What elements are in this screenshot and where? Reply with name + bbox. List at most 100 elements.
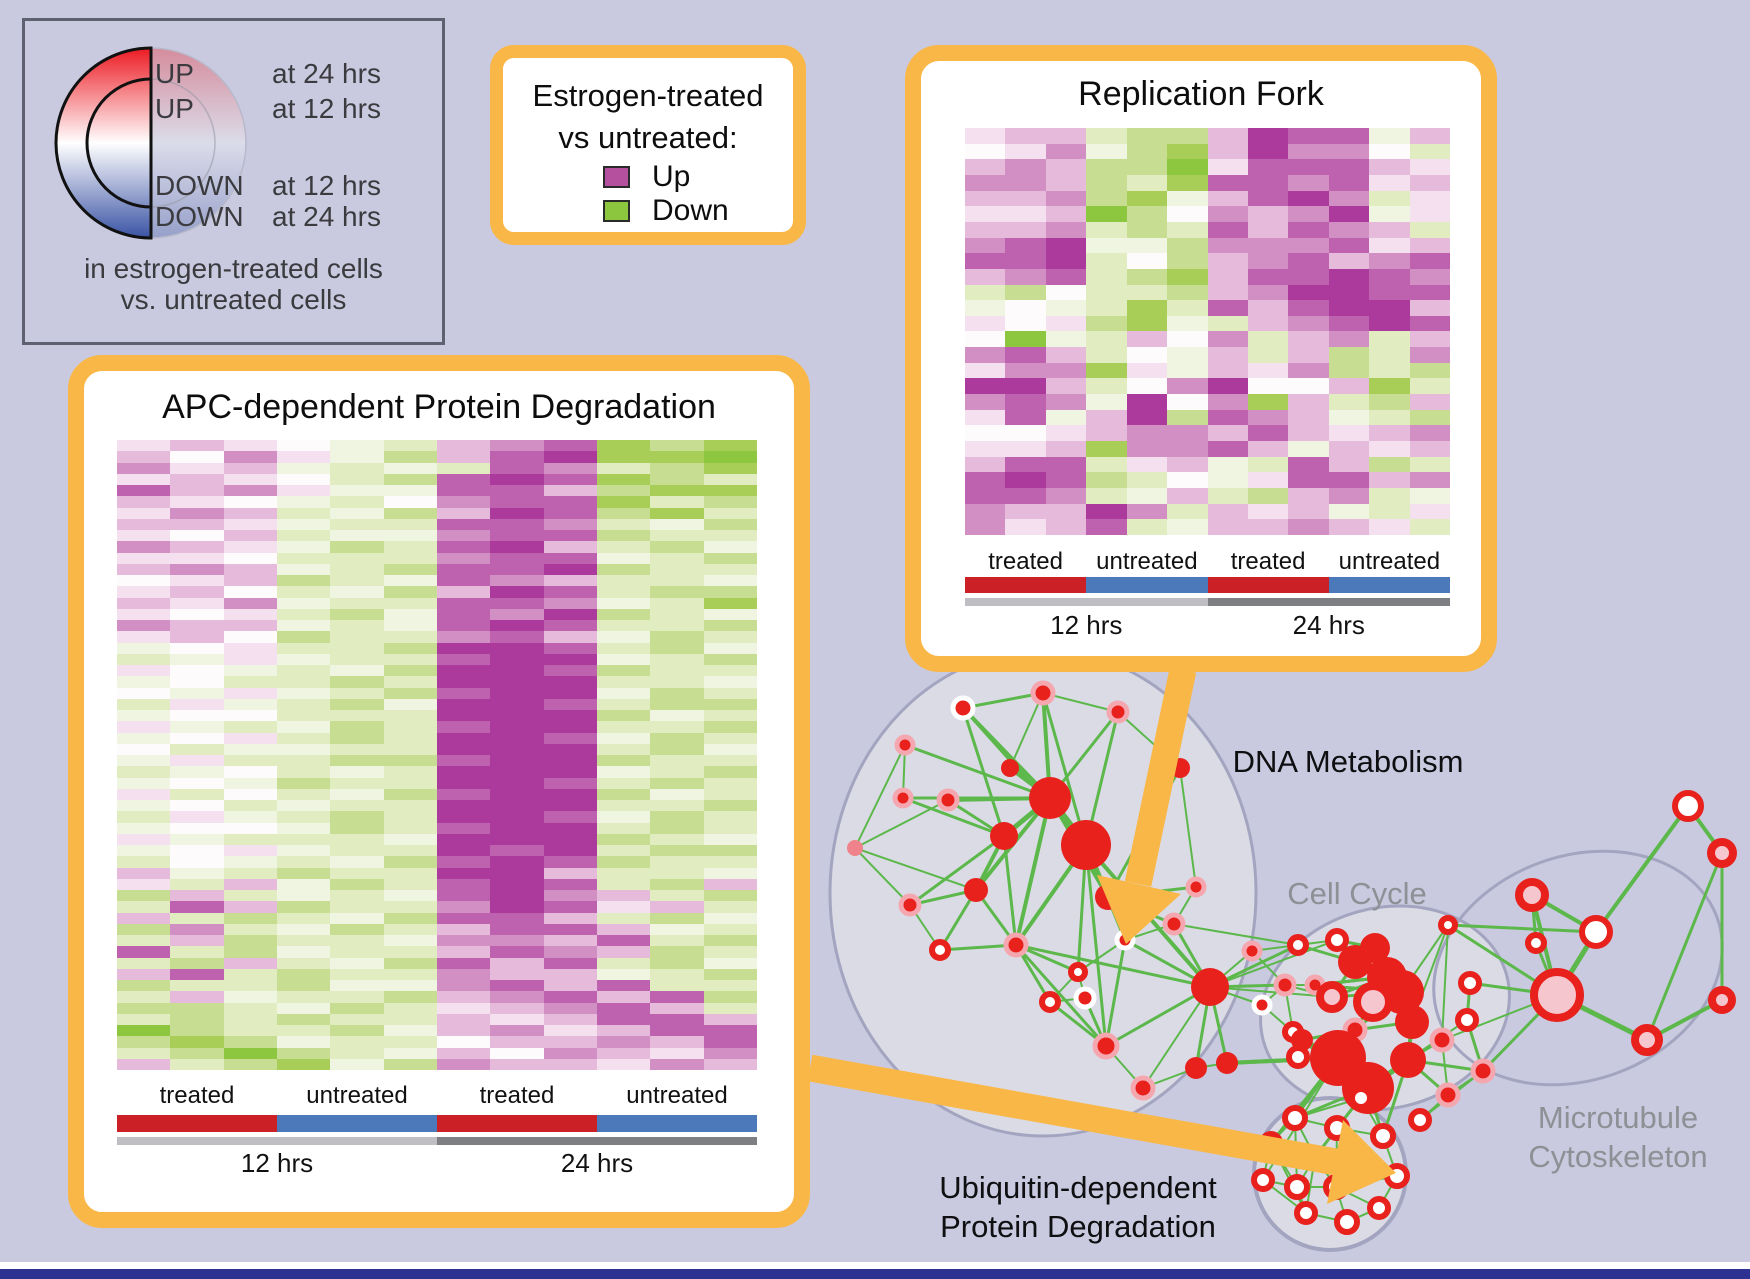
network-node bbox=[1216, 1052, 1238, 1074]
network-edge bbox=[1042, 692, 1119, 713]
heatmap-cell bbox=[1167, 253, 1208, 269]
heatmap-cell bbox=[543, 496, 597, 508]
heatmap-cell bbox=[1167, 456, 1208, 473]
heatmap-cell bbox=[1328, 425, 1370, 442]
heatmap-cell bbox=[703, 608, 757, 620]
heatmap-cell bbox=[383, 462, 437, 474]
heatmap-cell bbox=[1167, 331, 1208, 348]
heatmap-cell bbox=[1207, 488, 1248, 504]
heatmap-cell bbox=[1409, 519, 1450, 535]
heatmap-cell bbox=[1126, 143, 1168, 160]
heatmap-cell bbox=[543, 518, 597, 530]
heatmap-cell bbox=[276, 631, 331, 643]
ring-left-inner bbox=[85, 77, 152, 209]
heatmap-cell bbox=[330, 552, 384, 564]
heatmap-cell bbox=[1167, 143, 1208, 160]
heatmap-cell bbox=[1409, 268, 1450, 285]
heatmap-cell bbox=[596, 811, 651, 823]
heatmap-cell bbox=[330, 935, 384, 947]
heatmap-cell bbox=[383, 586, 437, 598]
heatmap-cell bbox=[223, 563, 277, 575]
heatmap-cell bbox=[170, 901, 224, 913]
heatmap-cell bbox=[383, 642, 437, 654]
network-node bbox=[1282, 1105, 1308, 1131]
group-label: treated bbox=[1230, 548, 1306, 575]
heatmap-cell bbox=[117, 946, 171, 958]
heatmap-cell bbox=[330, 1047, 384, 1059]
heatmap-cell bbox=[117, 597, 171, 609]
heatmap-cell bbox=[1207, 394, 1248, 410]
heatmap-cell bbox=[436, 575, 491, 587]
heatmap-cell bbox=[1409, 472, 1450, 489]
heatmap-cell bbox=[170, 1036, 224, 1048]
heatmap-cell bbox=[1369, 362, 1410, 379]
heatmap-cell bbox=[383, 923, 437, 935]
heatmap-cell bbox=[1328, 174, 1370, 191]
heatmap-cell bbox=[330, 518, 384, 530]
heatmap-cell bbox=[543, 1025, 597, 1037]
heatmap-cell bbox=[223, 732, 277, 744]
heatmap-cell bbox=[1288, 519, 1329, 535]
heatmap-cell bbox=[1369, 128, 1410, 144]
heatmap-cell bbox=[1005, 315, 1046, 332]
heatmap-cell bbox=[223, 946, 277, 958]
heatmap-cell bbox=[1045, 331, 1087, 348]
heatmap-cell bbox=[703, 710, 757, 722]
heatmap-cell bbox=[276, 575, 331, 587]
heatmap-cell bbox=[1288, 253, 1329, 269]
group-color-bar bbox=[117, 1115, 277, 1132]
heatmap-cell bbox=[1328, 488, 1370, 504]
heatmap-cell bbox=[490, 755, 544, 767]
heatmap-cell bbox=[965, 488, 1006, 504]
heatmap-cell bbox=[703, 575, 757, 587]
heatmap-cell bbox=[276, 710, 331, 722]
heatmap-cell bbox=[117, 777, 171, 789]
heatmap-cell bbox=[383, 912, 437, 924]
heatmap-cell bbox=[703, 878, 757, 890]
heatmap-cell bbox=[117, 586, 171, 598]
heatmap-cell bbox=[703, 586, 757, 598]
heatmap-cell bbox=[330, 867, 384, 879]
heatmap-cell bbox=[490, 473, 544, 485]
heatmap-cell bbox=[1369, 315, 1410, 332]
heatmap-cell bbox=[276, 1013, 331, 1025]
heatmap-cell bbox=[596, 608, 651, 620]
heatmap-cell bbox=[117, 833, 171, 845]
heatmap-cell bbox=[650, 1025, 704, 1037]
heatmap-cell bbox=[1247, 347, 1289, 363]
heatmap-cell bbox=[543, 451, 597, 463]
apc-time-bars bbox=[117, 1137, 757, 1145]
heatmap-cell bbox=[1045, 190, 1087, 207]
heatmap-cell bbox=[1288, 237, 1329, 254]
heatmap-cell bbox=[383, 957, 437, 969]
heatmap-cell bbox=[543, 935, 597, 947]
heatmap-cell bbox=[276, 755, 331, 767]
heatmap-cell bbox=[276, 676, 331, 688]
heatmap-cell bbox=[223, 957, 277, 969]
heatmap-cell bbox=[1086, 519, 1127, 535]
network-edge bbox=[1014, 944, 1108, 1047]
heatmap-cell bbox=[703, 698, 757, 710]
heatmap-cell bbox=[170, 957, 224, 969]
heatmap-cell bbox=[703, 631, 757, 643]
heatmap-cell bbox=[436, 676, 491, 688]
heatmap-cell bbox=[1086, 503, 1127, 520]
heatmap-cell bbox=[1288, 394, 1329, 410]
heatmap-cell bbox=[383, 721, 437, 733]
heatmap-cell bbox=[1369, 206, 1410, 222]
heatmap-cell bbox=[170, 710, 224, 722]
heatmap-cell bbox=[1328, 190, 1370, 207]
heatmap-cell bbox=[596, 451, 651, 463]
heatmap-cell bbox=[170, 496, 224, 508]
heatmap-cell bbox=[170, 653, 224, 665]
heatmap-cell bbox=[436, 687, 491, 699]
heatmap-cell bbox=[223, 620, 277, 632]
heatmap-cell bbox=[596, 901, 651, 913]
heatmap-cell bbox=[276, 743, 331, 755]
heatmap-cell bbox=[223, 833, 277, 845]
heatmap-cell bbox=[1207, 206, 1248, 222]
heatmap-cell bbox=[543, 541, 597, 553]
heatmap-cell bbox=[170, 575, 224, 587]
heatmap-cell bbox=[170, 980, 224, 992]
heatmap-cell bbox=[1086, 190, 1127, 207]
